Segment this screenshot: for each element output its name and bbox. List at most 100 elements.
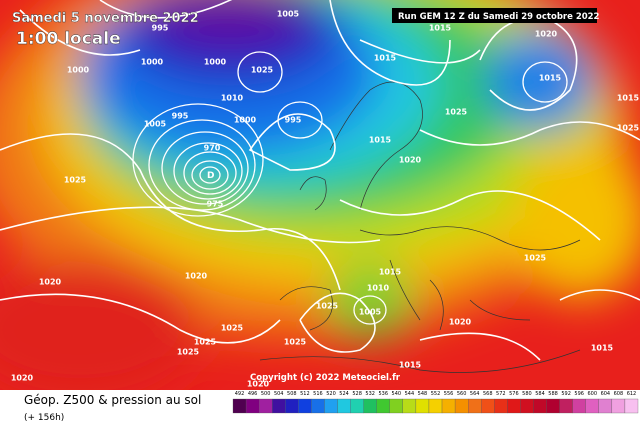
isobar-label: 995 — [172, 112, 189, 121]
legend-swatch — [258, 398, 273, 414]
legend-swatch — [454, 398, 469, 414]
isobar-label: 1010 — [221, 94, 244, 103]
isobar-label: 1025 — [251, 66, 274, 75]
legend-label: 552 — [431, 391, 441, 397]
legend-label: 572 — [496, 391, 506, 397]
isobar-label: 975 — [207, 200, 224, 209]
legend-label: 492 — [235, 391, 245, 397]
legend-label: 540 — [392, 391, 402, 397]
isobar-label: 995 — [285, 116, 302, 125]
legend-label: 564 — [470, 391, 480, 397]
legend-swatch — [468, 398, 482, 414]
legend-label: 544 — [405, 391, 415, 397]
legend-swatch — [232, 398, 247, 414]
isobar-label: 1015 — [374, 54, 397, 63]
legend-label: 500 — [261, 391, 271, 397]
run-box — [392, 8, 597, 23]
isobar-label: 1015 — [591, 344, 614, 353]
isobar-label: 1005 — [277, 10, 300, 19]
legend-swatch — [337, 398, 351, 414]
legend-label: 536 — [378, 391, 388, 397]
legend-label: 596 — [574, 391, 584, 397]
isobar-label: 1020 — [399, 156, 422, 165]
footer-title: Géop. Z500 & pression au sol — [24, 393, 201, 407]
legend-swatch — [585, 398, 599, 414]
isobar-label: 1005 — [359, 308, 382, 317]
copyright: Copyright (c) 2022 Meteociel.fr — [250, 373, 401, 383]
isobar-label: 1025 — [617, 124, 640, 133]
isobar-label: 1010 — [367, 284, 390, 293]
legend-label: 516 — [313, 391, 323, 397]
legend-swatch — [350, 398, 364, 414]
footer-lead: (+ 156h) — [24, 413, 64, 423]
legend-swatch — [311, 398, 325, 414]
legend-label: 560 — [457, 391, 467, 397]
legend-swatch — [428, 398, 443, 414]
run-label: Run GEM 12 Z du Samedi 29 octobre 2022 — [398, 12, 600, 22]
low-marker: D — [207, 171, 214, 181]
legend-label: 576 — [509, 391, 519, 397]
valid-date: Samedi 5 novembre 2022 — [12, 11, 199, 26]
legend-label: 568 — [483, 391, 493, 397]
isobar-label: 1025 — [284, 338, 307, 347]
isobar-label: 1000 — [67, 66, 90, 75]
legend-swatch — [494, 398, 508, 414]
legend-swatch — [624, 398, 639, 414]
legend-label: 548 — [418, 391, 428, 397]
isobar-label: 1015 — [429, 24, 452, 33]
legend-label: 584 — [535, 391, 545, 397]
legend-swatch — [520, 398, 534, 414]
legend-swatch — [546, 398, 560, 414]
legend-label: 512 — [300, 391, 310, 397]
legend-label: 524 — [339, 391, 349, 397]
isobar-label: 1025 — [64, 176, 87, 185]
field: D 995 1000 1000 1000 1005 1025 1010 995 1000 995 1… — [0, 0, 640, 390]
isobar-label: 1000 — [234, 116, 257, 125]
legend-label: 528 — [352, 391, 362, 397]
isobar-label: 1020 — [39, 278, 62, 287]
legend-label: 604 — [601, 391, 611, 397]
legend-label: 608 — [614, 391, 624, 397]
isobar-label: 1020 — [449, 318, 472, 327]
legend-swatch — [324, 398, 338, 414]
legend-swatch — [298, 398, 312, 414]
isobar-label: 1000 — [204, 58, 227, 67]
isobar-label: 1025 — [221, 324, 244, 333]
isobar-label: 1020 — [535, 30, 558, 39]
isobar-label: 1015 — [399, 361, 422, 370]
legend-label: 508 — [287, 391, 297, 397]
legend-swatch — [389, 398, 403, 414]
isobar-label: 1020 — [185, 272, 208, 281]
local-time: 1:00 locale — [16, 29, 121, 49]
legend-label: 532 — [365, 391, 375, 397]
legend-swatch — [402, 398, 417, 414]
legend-swatch — [611, 398, 626, 414]
isobar-label: 1020 — [11, 374, 34, 383]
legend-swatch — [507, 398, 521, 414]
legend-swatch — [598, 398, 613, 414]
legend-swatch — [363, 398, 377, 414]
isobar-label: 995 — [152, 24, 169, 33]
isobar-label: 1015 — [379, 268, 402, 277]
isobar-label: 1015 — [539, 74, 562, 83]
legend-label: 496 — [248, 391, 258, 397]
isobar-label: 1020 — [247, 380, 270, 389]
legend-swatch — [441, 398, 456, 414]
isobar-label: 1025 — [316, 302, 339, 311]
legend-label: 580 — [522, 391, 532, 397]
legend-swatch — [533, 398, 547, 414]
legend-swatch — [559, 398, 573, 414]
isobar-label: 1025 — [177, 348, 200, 357]
legend-swatch — [285, 398, 299, 414]
isobar-label: 1025 — [524, 254, 547, 263]
isobar-label: 1015 — [369, 136, 392, 145]
legend-label: 520 — [326, 391, 336, 397]
legend-label: 588 — [548, 391, 558, 397]
isobar-label: 1015 — [617, 94, 640, 103]
legend-swatch — [415, 398, 430, 414]
legend-label: 592 — [561, 391, 571, 397]
isobar-label: 1000 — [141, 58, 164, 67]
legend-swatch — [376, 398, 390, 414]
isobar-label: 1025 — [445, 108, 468, 117]
